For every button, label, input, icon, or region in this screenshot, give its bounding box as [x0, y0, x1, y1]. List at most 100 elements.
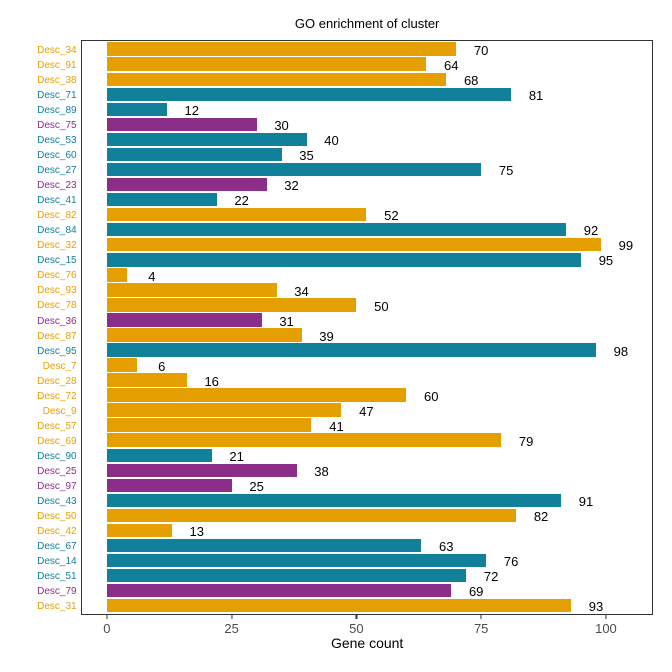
y-tick-label-Desc_42: Desc_42 [37, 526, 77, 538]
value-label-Desc_32: 99 [618, 238, 634, 254]
value-label-Desc_79: 69 [468, 584, 484, 600]
bar-Desc_57 [106, 418, 312, 432]
y-tick-label-Desc_76: Desc_76 [37, 270, 77, 282]
bar-Desc_87 [106, 328, 302, 342]
bar-Desc_93 [106, 283, 277, 297]
bar-Desc_91 [106, 57, 427, 72]
value-label-Desc_95: 98 [613, 343, 629, 359]
y-tick-label-Desc_9: Desc_9 [42, 405, 77, 417]
value-label-Desc_97: 25 [249, 479, 264, 495]
bar-Desc_41 [106, 192, 217, 207]
value-label-Desc_67: 63 [439, 539, 454, 555]
y-tick-label-Desc_75: Desc_75 [37, 120, 77, 132]
y-tick-label-Desc_7: Desc_7 [42, 360, 77, 372]
value-label-Desc_50: 82 [533, 509, 549, 525]
bar-Desc_38 [106, 72, 447, 87]
bar-Desc_14 [106, 553, 487, 568]
value-label-Desc_87: 39 [319, 328, 334, 344]
y-tick-label-Desc_38: Desc_38 [37, 74, 77, 86]
value-label-Desc_82: 52 [384, 208, 399, 224]
value-label-Desc_14: 76 [503, 554, 519, 570]
bar-Desc_53 [106, 132, 307, 147]
bar-Desc_71 [106, 87, 512, 102]
y-tick-label-Desc_14: Desc_14 [37, 556, 77, 568]
bar-Desc_15 [106, 253, 581, 267]
y-tick-label-Desc_60: Desc_60 [37, 150, 77, 162]
value-label-Desc_7: 6 [158, 358, 166, 374]
y-tick-label-Desc_36: Desc_36 [37, 315, 77, 327]
value-label-Desc_23: 32 [284, 178, 299, 194]
value-label-Desc_75: 30 [274, 118, 289, 134]
value-label-Desc_51: 72 [483, 569, 499, 585]
y-tick-label-Desc_50: Desc_50 [37, 511, 77, 523]
y-tick-label-Desc_31: Desc_31 [37, 601, 77, 613]
value-label-Desc_76: 4 [148, 268, 156, 284]
y-tick-label-Desc_87: Desc_87 [37, 330, 77, 342]
value-label-Desc_69: 79 [518, 433, 534, 449]
y-tick-label-Desc_91: Desc_91 [37, 59, 77, 71]
x-tick-label-75: 75 [473, 620, 489, 636]
bar-Desc_51 [106, 568, 467, 583]
y-tick-label-Desc_34: Desc_34 [37, 44, 77, 56]
value-label-Desc_93: 34 [294, 283, 309, 299]
bar-Desc_23 [106, 177, 267, 192]
y-tick-label-Desc_69: Desc_69 [37, 435, 77, 447]
y-tick-label-Desc_23: Desc_23 [37, 180, 77, 192]
y-tick-label-Desc_71: Desc_71 [37, 89, 77, 101]
bar-Desc_78 [106, 298, 357, 312]
y-tick-label-Desc_84: Desc_84 [37, 225, 77, 237]
value-label-Desc_34: 70 [473, 42, 489, 58]
bar-Desc_28 [106, 373, 187, 387]
y-tick-label-Desc_89: Desc_89 [37, 104, 77, 116]
bar-Desc_69 [106, 433, 502, 447]
bar-Desc_31 [106, 598, 571, 613]
value-label-Desc_31: 93 [588, 599, 604, 615]
bar-Desc_50 [106, 508, 517, 523]
y-tick-label-Desc_32: Desc_32 [37, 240, 77, 252]
x-tick-mark-75 [480, 615, 482, 619]
bar-Desc_84 [106, 222, 566, 237]
bar-Desc_42 [106, 523, 172, 538]
y-tick-label-Desc_27: Desc_27 [37, 165, 77, 177]
value-label-Desc_89: 12 [184, 103, 199, 119]
y-tick-label-Desc_79: Desc_79 [37, 586, 77, 598]
x-tick-mark-0 [106, 615, 108, 619]
y-tick-label-Desc_25: Desc_25 [37, 465, 77, 477]
y-tick-label-Desc_95: Desc_95 [37, 345, 77, 357]
value-label-Desc_27: 75 [498, 163, 514, 179]
y-tick-label-Desc_51: Desc_51 [37, 571, 77, 583]
bar-Desc_43 [106, 493, 562, 508]
y-tick-label-Desc_43: Desc_43 [37, 496, 77, 507]
bar-Desc_82 [106, 207, 367, 222]
x-axis-title: Gene count [330, 634, 404, 651]
bar-Desc_7 [106, 358, 137, 372]
bar-Desc_89 [106, 102, 167, 117]
x-tick-mark-50 [355, 615, 357, 619]
y-tick-label-Desc_57: Desc_57 [37, 420, 77, 432]
y-tick-label-Desc_82: Desc_82 [37, 210, 77, 222]
bar-Desc_25 [106, 463, 297, 478]
value-label-Desc_72: 60 [424, 388, 439, 404]
bar-Desc_27 [106, 162, 482, 177]
bar-Desc_67 [106, 538, 422, 553]
bar-Desc_60 [106, 147, 282, 162]
y-tick-label-Desc_28: Desc_28 [37, 375, 77, 387]
bar-Desc_9 [106, 403, 342, 417]
y-tick-label-Desc_97: Desc_97 [37, 480, 77, 492]
value-label-Desc_78: 50 [374, 298, 389, 314]
x-tick-label-100: 100 [595, 620, 617, 636]
bar-Desc_95 [106, 343, 596, 357]
bar-Desc_79 [106, 583, 452, 598]
value-label-Desc_90: 21 [229, 448, 244, 464]
x-tick-label-50: 50 [349, 620, 364, 636]
value-label-Desc_25: 38 [314, 464, 329, 480]
value-label-Desc_38: 68 [463, 73, 479, 88]
x-tick-mark-25 [231, 615, 233, 619]
value-label-Desc_36: 31 [279, 313, 294, 329]
x-tick-mark-100 [605, 615, 607, 619]
value-label-Desc_28: 16 [204, 373, 219, 389]
value-label-Desc_42: 13 [189, 524, 204, 540]
value-label-Desc_60: 35 [299, 148, 314, 164]
y-tick-label-Desc_90: Desc_90 [37, 450, 77, 462]
chart-title: GO enrichment of cluster [294, 16, 440, 31]
